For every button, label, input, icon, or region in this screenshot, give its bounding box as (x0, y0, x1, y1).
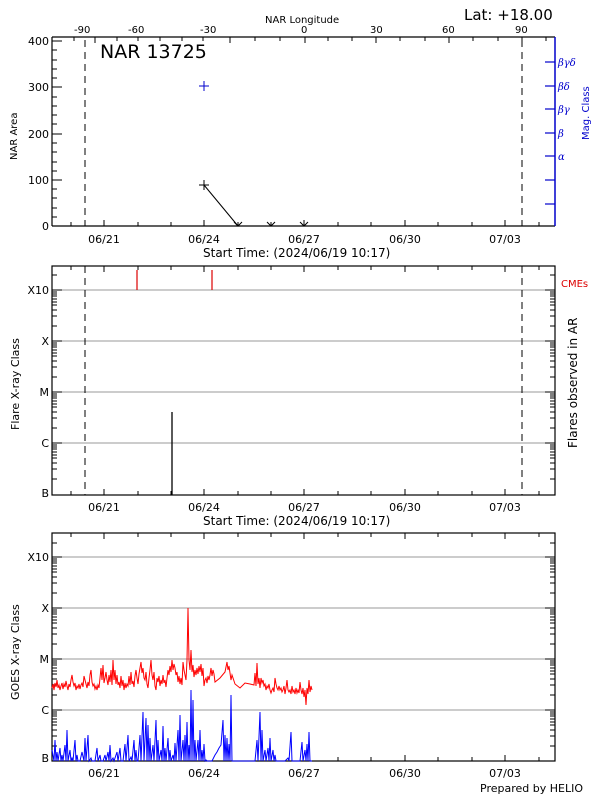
svg-text:100: 100 (28, 174, 49, 187)
region-title: NAR 13725 (100, 41, 207, 63)
flare-class-yticks: X10 X M C B (27, 284, 49, 500)
svg-text:M: M (40, 386, 50, 399)
panel1-start-time: Start Time: (2024/06/19 10:17) (203, 246, 390, 260)
svg-text:0: 0 (42, 220, 49, 233)
svg-text:-90: -90 (74, 25, 90, 36)
svg-text:C: C (41, 704, 49, 717)
cme-markers (136, 270, 213, 290)
svg-text:07/03: 07/03 (489, 767, 521, 780)
svg-text:400: 400 (28, 35, 49, 48)
panel3-date-ticks: 06/21 06/24 06/27 06/30 07/03 (88, 767, 521, 780)
svg-text:300: 300 (28, 81, 49, 94)
svg-text:α: α (558, 152, 565, 163)
svg-text:06/24: 06/24 (188, 501, 220, 514)
panel-flares: X10 X M C B Flare X-ray Class CMEs Flare… (9, 265, 588, 528)
svg-text:X: X (41, 335, 49, 348)
nar-area-yticks: 0 100 200 300 400 (28, 35, 49, 233)
svg-text:06/21: 06/21 (88, 233, 120, 246)
panel2-date-ticks: 06/21 06/24 06/27 06/30 07/03 (88, 501, 521, 514)
cme-label: CMEs (561, 279, 588, 290)
flare-class-ylabel: Flare X-ray Class (9, 338, 22, 430)
svg-text:C: C (41, 437, 49, 450)
prepared-by-credit: Prepared by HELIO (480, 782, 583, 795)
goes-short-series (51, 689, 312, 763)
flares-observed-label: Flares observed in AR (566, 318, 580, 448)
svg-text:X10: X10 (27, 284, 49, 297)
svg-text:06/27: 06/27 (288, 767, 320, 780)
svg-text:M: M (40, 653, 50, 666)
longitude-ticks: -90 -60 -30 0 30 60 90 (74, 25, 528, 36)
panel-goes: X10 X M C B GOES X-ray Class 06/21 06/24… (9, 532, 583, 795)
svg-text:-30: -30 (200, 25, 216, 36)
nar-area-ylabel: NAR Area (9, 113, 20, 160)
goes-long-series (51, 607, 313, 706)
longitude-axis-label: NAR Longitude (265, 15, 339, 26)
svg-text:βδ: βδ (557, 82, 570, 93)
svg-text:60: 60 (442, 25, 455, 36)
svg-text:200: 200 (28, 128, 49, 141)
svg-text:B: B (41, 752, 49, 765)
svg-text:06/21: 06/21 (88, 501, 120, 514)
svg-text:-60: -60 (128, 25, 144, 36)
panel1-date-ticks: 06/21 06/24 06/27 06/30 07/03 (88, 233, 521, 246)
svg-text:06/30: 06/30 (389, 501, 421, 514)
svg-text:06/30: 06/30 (389, 767, 421, 780)
goes-class-yticks: X10 X M C B (27, 551, 49, 765)
svg-text:06/21: 06/21 (88, 767, 120, 780)
svg-text:90: 90 (515, 25, 528, 36)
panel-nar-area: Lat: +18.00 NAR Longitude -90 -60 -30 0 … (9, 6, 592, 260)
svg-text:06/27: 06/27 (288, 233, 320, 246)
panel2-start-time: Start Time: (2024/06/19 10:17) (203, 514, 390, 528)
svg-text:06/27: 06/27 (288, 501, 320, 514)
svg-text:X: X (41, 602, 49, 615)
svg-text:β: β (557, 129, 564, 140)
nar-area-series (199, 81, 309, 227)
svg-text:06/24: 06/24 (188, 233, 220, 246)
svg-text:06/30: 06/30 (389, 233, 421, 246)
mag-class-label: Mag. Class (581, 86, 592, 140)
latitude-label: Lat: +18.00 (464, 6, 553, 24)
goes-class-ylabel: GOES X-ray Class (9, 604, 22, 700)
svg-text:βγ: βγ (557, 105, 570, 116)
svg-text:B: B (41, 487, 49, 500)
svg-text:X10: X10 (27, 551, 49, 564)
svg-text:07/03: 07/03 (489, 233, 521, 246)
mag-class-ticks: βγδ βδ βγ β α (557, 58, 576, 163)
svg-text:30: 30 (370, 25, 383, 36)
svg-text:07/03: 07/03 (489, 501, 521, 514)
svg-text:0: 0 (301, 25, 307, 36)
svg-text:06/24: 06/24 (188, 767, 220, 780)
svg-text:βγδ: βγδ (557, 58, 576, 69)
